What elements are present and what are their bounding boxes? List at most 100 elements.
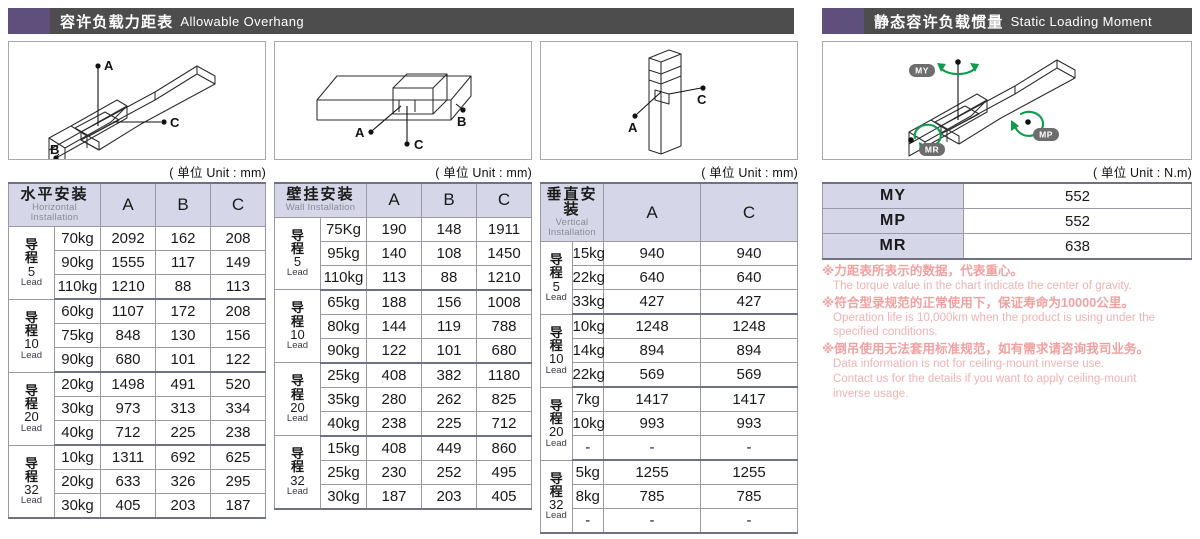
value-cell-c: 405 [476, 483, 532, 510]
load-weight-cell: 90kg [54, 250, 101, 275]
value-cell-b: 203 [421, 483, 477, 510]
table-row: 导程 32 Lead 10kg 1311 692 625 [8, 444, 266, 519]
unit-label-diagram2: ( 单位 Unit : mm) [435, 166, 532, 180]
table-row: --- [541, 508, 798, 534]
load-weight-cell: 10kg [54, 444, 101, 470]
value-cell-b: 130 [155, 323, 211, 348]
value-cell-a: 1248 [603, 313, 701, 339]
load-weight-cell: 110kg [54, 274, 101, 300]
value-cell-c: 640 [700, 265, 798, 290]
value-cell-b: 156 [421, 289, 477, 315]
table-row: 22kg 640 640 [541, 265, 798, 290]
value-cell-a: 894 [603, 338, 701, 363]
value-cell-b: 101 [155, 347, 211, 373]
column-header-c: C [476, 182, 532, 218]
value-cell-c: 295 [210, 469, 266, 494]
moment-row: MR 638 [822, 233, 1192, 260]
load-weight-cell: 60kg [54, 298, 101, 324]
load-weight-cell: 65kg [320, 289, 367, 315]
value-cell-b: 88 [155, 274, 211, 300]
value-cell-a: - [603, 435, 701, 461]
value-cell-a: 122 [366, 337, 422, 364]
value-cell-a: 848 [100, 323, 156, 348]
table-header-cn: 水平安装 [20, 186, 89, 203]
table-header-en: Wall Installation [285, 202, 356, 213]
static-moment-diagram: MY MP MR [822, 41, 1192, 160]
value-cell-c: 894 [700, 338, 798, 363]
my-badge [909, 64, 935, 77]
value-cell-c: 680 [476, 337, 532, 364]
lead-group-label: 导程 5 Lead [274, 216, 321, 290]
value-cell-c: 1911 [476, 216, 532, 242]
table-header-row: 水平安装 Horizontal Installation A B C [8, 182, 266, 227]
value-cell-c: 520 [210, 371, 266, 397]
value-cell-c: 334 [210, 396, 266, 421]
load-weight-cell: 30kg [54, 493, 101, 519]
table-row: 33kg 427 427 [541, 289, 798, 315]
table-row: 40kg 712 225 238 [9, 420, 266, 446]
table-row: --- [541, 435, 798, 461]
note-cn-2: ※符合型录规范的正常使用下，保证寿命为10000公里。 [822, 295, 1135, 310]
load-weight-cell: 40kg [54, 420, 101, 446]
load-weight-cell: 15kg [571, 241, 605, 266]
mr-badge-label: MR [925, 145, 939, 155]
value-cell-c: 1210 [476, 264, 532, 291]
lead-group-label: 导程 20 Lead [540, 386, 573, 461]
value-cell-a: 680 [100, 347, 156, 373]
value-cell-c: 625 [210, 444, 266, 470]
table-row: 80kg 144 119 788 [275, 313, 532, 339]
table-row: 导程 10 Lead 65kg 188 156 1008 [274, 289, 532, 363]
table-row: 导程 20 Lead 20kg 1498 491 520 [8, 371, 266, 446]
value-cell-c: 569 [700, 362, 798, 388]
lead-group-label: 导程 10 Lead [8, 298, 55, 373]
column-header-c: C [700, 182, 798, 242]
value-cell-a: 1255 [603, 459, 701, 485]
value-cell-a: 408 [366, 435, 422, 461]
table-row: 30kg 973 313 334 [9, 396, 266, 421]
lead-group-label: 导程 10 Lead [274, 289, 321, 363]
value-cell-c: 1248 [700, 313, 798, 339]
load-weight-cell: 80kg [320, 313, 367, 339]
value-cell-c: 993 [700, 411, 798, 436]
value-cell-a: 230 [366, 459, 422, 485]
table-header-row: 垂直安装 Vertical Installation A C [540, 182, 798, 242]
table-header-en: Vertical Installation [548, 217, 596, 238]
table-row: 导程 5 Lead 70kg 2092 162 208 [8, 226, 266, 300]
value-cell-b: 162 [155, 226, 211, 251]
value-cell-c: 208 [210, 298, 266, 324]
column-header-b: B [421, 182, 477, 218]
diagram1-label-a: A [104, 58, 114, 73]
value-cell-a: 993 [603, 411, 701, 436]
lead-group-label: 导程 32 Lead [540, 459, 573, 534]
value-cell-a: 712 [100, 420, 156, 446]
static-moment-table: MY 552 MP 552 MR 638 [822, 182, 1192, 260]
table-header-cn: 壁挂安装 [286, 186, 355, 203]
value-cell-b: 148 [421, 216, 477, 242]
moment-value-mp: 552 [963, 208, 1192, 234]
load-weight-cell: 8kg [571, 484, 604, 509]
vertical-overhang-diagram: A C [540, 41, 798, 160]
diagram2-label-b: B [457, 114, 466, 129]
load-weight-cell: 25kg [320, 362, 367, 388]
page-title-cn: 容许负载力距表 [60, 13, 174, 31]
value-cell-a: 1498 [100, 371, 156, 397]
value-cell-c: 860 [476, 435, 532, 461]
value-cell-b: 203 [155, 493, 211, 519]
value-cell-c: - [700, 435, 798, 461]
diagram2-label-c: C [414, 137, 424, 152]
value-cell-a: 2092 [100, 226, 156, 251]
value-cell-a: 190 [366, 216, 422, 242]
table-row: 导程 20 Lead 25kg 408 382 1180 [274, 362, 532, 436]
my-badge-label: MY [915, 66, 929, 76]
value-cell-a: 280 [366, 386, 422, 412]
value-cell-a: 973 [100, 396, 156, 421]
note-en-3-3: inverse usage. [833, 387, 909, 400]
table-row: 90kg 1555 117 149 [9, 250, 266, 275]
note-cn-3: ※倒吊使用无法套用标准规范，如有需求请咨询我司业务。 [822, 342, 1150, 357]
value-cell-a: 1311 [100, 444, 156, 470]
table-row: 90kg 680 101 122 [9, 347, 266, 373]
value-cell-a: 408 [366, 362, 422, 388]
moment-key-mr: MR [822, 233, 964, 260]
load-weight-cell: 10kg [571, 411, 605, 436]
load-weight-cell: 70kg [54, 226, 101, 251]
